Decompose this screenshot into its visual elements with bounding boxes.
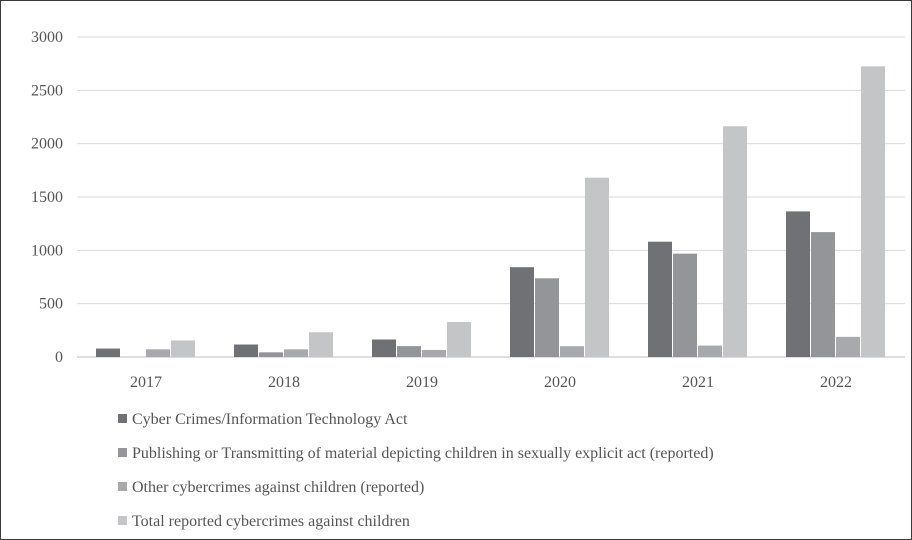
bar-2019-series-4 (447, 322, 471, 357)
bar-2019-series-1 (372, 339, 396, 357)
bar-2022-series-2 (811, 232, 835, 357)
legend-label: Cyber Crimes/Information Technology Act (132, 411, 408, 428)
bar-2020-series-1 (510, 267, 534, 357)
bar-2017-series-3 (146, 349, 170, 357)
x-tick-label: 2017 (130, 374, 162, 391)
bar-2018-series-4 (309, 332, 333, 357)
y-tick-label: 2000 (31, 136, 63, 153)
bar-2021-series-4 (723, 126, 747, 357)
legend-label: Publishing or Transmitting of material d… (132, 445, 714, 462)
y-tick-label: 0 (55, 349, 63, 366)
x-tick-label: 2021 (682, 374, 714, 391)
y-axis-ticks: 0 500 1000 1500 2000 2500 3000 (31, 29, 63, 366)
bar-2022-series-4 (861, 66, 885, 357)
x-tick-label: 2018 (268, 374, 300, 391)
legend-label: Other cybercrimes against children (repo… (132, 479, 424, 496)
bar-2022-series-3 (836, 336, 860, 357)
bar-2017-series-4 (171, 340, 195, 357)
y-tick-label: 3000 (31, 29, 63, 46)
bar-2022-series-1 (786, 211, 810, 357)
bars (96, 66, 885, 357)
y-tick-label: 1500 (31, 189, 63, 206)
bar-2021-series-2 (673, 253, 697, 357)
legend-swatch (118, 516, 127, 525)
bar-2019-series-2 (397, 346, 421, 357)
bar-2020-series-2 (535, 278, 559, 357)
legend-swatch (118, 448, 127, 457)
legend-swatch (118, 414, 127, 423)
bar-2020-series-4 (585, 177, 609, 357)
legend-label: Total reported cybercrimes against child… (132, 513, 410, 530)
y-tick-label: 1000 (31, 242, 63, 259)
bar-2020-series-3 (560, 346, 584, 357)
bar-2018-series-3 (284, 349, 308, 357)
legend: Cyber Crimes/Information Technology Act P… (118, 411, 714, 530)
bar-2019-series-3 (422, 349, 446, 357)
x-tick-label: 2019 (406, 374, 438, 391)
bar-2018-series-1 (234, 344, 258, 357)
bar-2021-series-3 (698, 345, 722, 357)
gridlines (77, 36, 905, 358)
y-tick-label: 500 (39, 296, 63, 313)
bar-2018-series-2 (259, 352, 283, 357)
y-tick-label: 2500 (31, 82, 63, 99)
x-tick-label: 2022 (820, 374, 852, 391)
x-axis-ticks: 2017 2018 2019 2020 2021 2022 (130, 374, 852, 391)
legend-swatch (118, 482, 127, 491)
bar-2021-series-1 (648, 241, 672, 357)
x-tick-label: 2020 (544, 374, 576, 391)
bar-2017-series-1 (96, 348, 120, 357)
